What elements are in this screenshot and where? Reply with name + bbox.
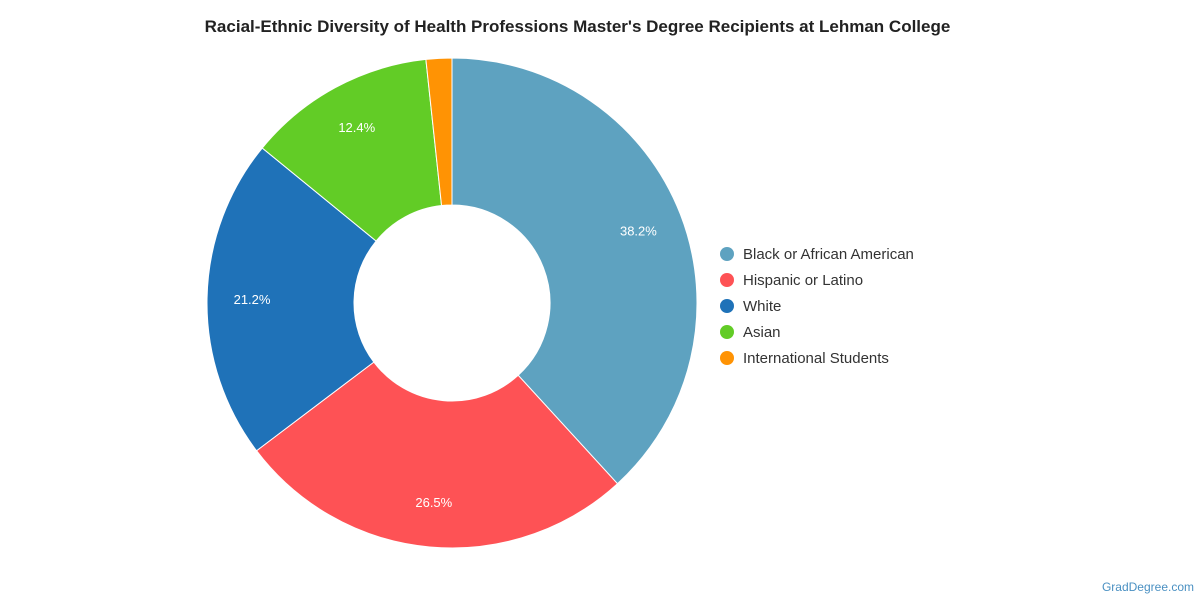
- legend-label: International Students: [743, 349, 889, 367]
- legend-item[interactable]: Black or African American: [720, 241, 914, 267]
- legend-swatch: [720, 325, 734, 339]
- slice-hispanic-or-latino[interactable]: [255, 361, 619, 549]
- legend-label: White: [743, 297, 782, 315]
- legend-swatch: [720, 273, 734, 287]
- legend-item[interactable]: White: [720, 293, 914, 319]
- legend-label: Black or African American: [743, 245, 914, 263]
- slice-white[interactable]: [206, 147, 377, 452]
- legend: Black or African American Hispanic or Lat…: [720, 241, 914, 371]
- slice-asian[interactable]: [261, 58, 443, 242]
- slice-label: 12.4%: [338, 120, 375, 135]
- chart-title: Racial-Ethnic Diversity of Health Profes…: [204, 17, 951, 36]
- watermark[interactable]: GradDegree.com: [1101, 580, 1194, 594]
- slice-label: 21.2%: [234, 292, 271, 307]
- slice-label: 38.2%: [620, 224, 657, 239]
- legend-item[interactable]: Hispanic or Latino: [720, 267, 914, 293]
- slice-black-or-african-american[interactable]: [451, 57, 698, 485]
- legend-item[interactable]: Asian: [720, 319, 914, 345]
- slice-international-students[interactable]: [425, 57, 453, 207]
- donut-slices: [206, 57, 698, 549]
- legend-item[interactable]: International Students: [720, 345, 914, 371]
- legend-label: Asian: [743, 323, 781, 341]
- slice-labels: 38.2% 26.5% 21.2% 12.4%: [234, 120, 658, 510]
- legend-swatch: [720, 247, 734, 261]
- legend-swatch: [720, 351, 734, 365]
- legend-label: Hispanic or Latino: [743, 271, 864, 289]
- slice-label: 26.5%: [415, 495, 452, 510]
- legend-swatch: [720, 299, 734, 313]
